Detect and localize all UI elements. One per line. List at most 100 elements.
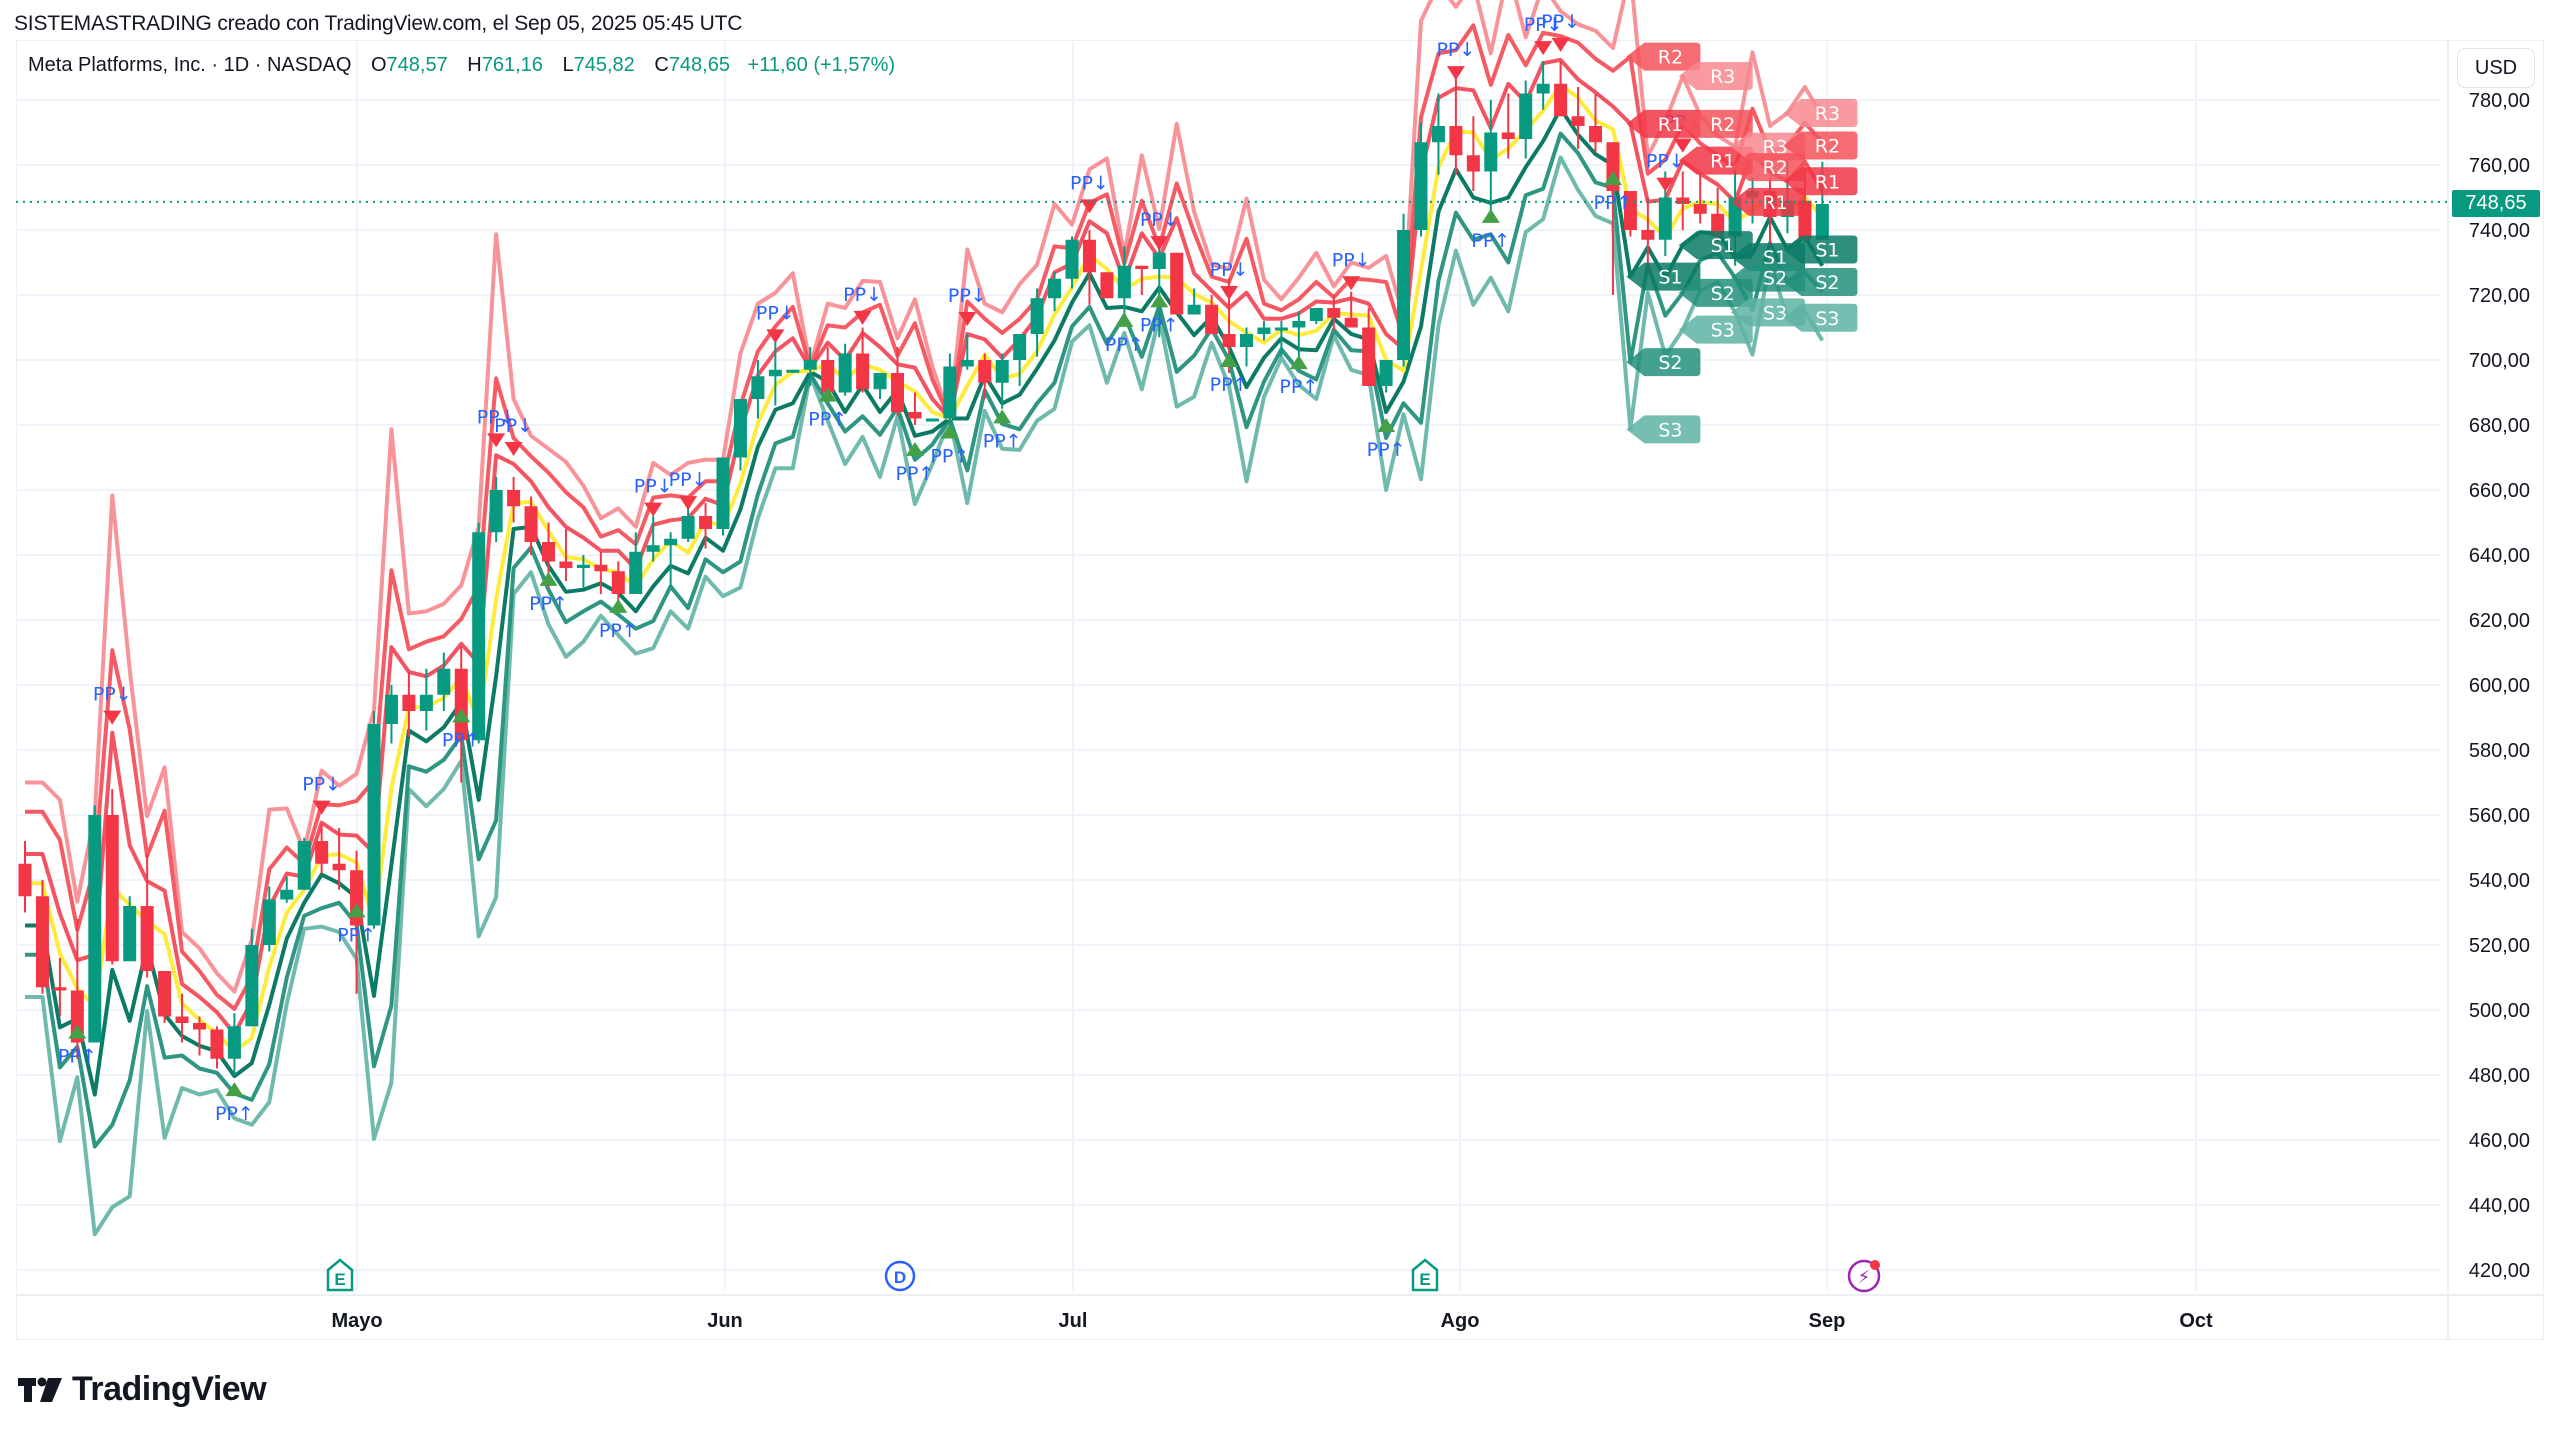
candle[interactable] [908, 412, 922, 419]
candle[interactable] [681, 516, 695, 539]
candle[interactable] [1187, 304, 1201, 315]
symbol-title[interactable]: Meta Platforms, Inc. · 1D · NASDAQ [28, 54, 352, 76]
candle[interactable] [1257, 327, 1271, 335]
candle[interactable] [1693, 204, 1707, 214]
candle[interactable] [1589, 126, 1602, 143]
candle[interactable] [873, 373, 887, 390]
candle[interactable] [559, 561, 573, 569]
currency-button[interactable]: USD [2457, 48, 2535, 88]
candle[interactable] [716, 457, 730, 530]
candle[interactable] [1571, 116, 1585, 126]
candle[interactable] [1100, 272, 1114, 299]
candle[interactable] [1676, 197, 1690, 205]
candle[interactable] [1135, 265, 1149, 269]
candle[interactable] [611, 571, 625, 594]
candle[interactable] [1082, 239, 1096, 273]
candle[interactable] [1013, 334, 1027, 360]
candle[interactable] [664, 538, 678, 546]
candle[interactable] [454, 668, 468, 741]
candle[interactable] [140, 906, 154, 971]
candle[interactable] [1431, 126, 1445, 143]
candle[interactable] [768, 369, 782, 377]
candle[interactable] [437, 668, 451, 695]
candle[interactable] [629, 551, 643, 594]
candle[interactable] [280, 889, 294, 900]
candle[interactable] [1362, 327, 1376, 387]
candle[interactable] [786, 369, 800, 373]
candle[interactable] [472, 532, 486, 741]
candle[interactable] [1501, 132, 1515, 140]
candle[interactable] [1536, 83, 1550, 94]
candle[interactable] [1449, 126, 1463, 156]
candle[interactable] [210, 1029, 224, 1059]
candle[interactable] [1309, 308, 1323, 321]
candle[interactable] [594, 564, 608, 572]
candle[interactable] [1641, 230, 1655, 240]
candle[interactable] [943, 366, 957, 419]
candle[interactable] [1170, 252, 1184, 315]
candle[interactable] [995, 360, 1009, 383]
candle[interactable] [1815, 204, 1829, 240]
candle[interactable] [419, 694, 433, 711]
candle[interactable] [576, 564, 590, 568]
candle[interactable] [1484, 132, 1498, 172]
candle[interactable] [1397, 230, 1411, 360]
candle[interactable] [960, 360, 974, 367]
candle[interactable] [1466, 155, 1480, 172]
candle[interactable] [838, 353, 852, 393]
earnings-icon[interactable] [326, 1258, 354, 1292]
candle[interactable] [297, 841, 311, 890]
candle[interactable] [193, 1023, 206, 1030]
candle[interactable] [1240, 334, 1253, 347]
candle[interactable] [245, 945, 259, 1027]
candle[interactable] [227, 1026, 241, 1059]
candle[interactable] [1117, 265, 1131, 299]
candle[interactable] [1344, 317, 1358, 328]
candle[interactable] [1205, 304, 1219, 334]
candle[interactable] [1658, 197, 1672, 240]
candle[interactable] [1274, 327, 1288, 331]
candle[interactable] [18, 863, 32, 897]
candle[interactable] [123, 906, 137, 962]
candle[interactable] [1554, 83, 1568, 117]
candle[interactable] [856, 353, 870, 390]
candle[interactable] [402, 694, 416, 711]
candle[interactable] [803, 360, 817, 370]
candle[interactable] [733, 399, 747, 458]
candle[interactable] [105, 815, 119, 962]
candle[interactable] [70, 990, 84, 1043]
candle[interactable] [1222, 334, 1236, 347]
candle[interactable] [489, 490, 503, 533]
candle[interactable] [53, 987, 67, 991]
candle[interactable] [1048, 278, 1062, 299]
candle[interactable] [35, 896, 49, 988]
candle[interactable] [821, 360, 835, 393]
candle[interactable] [978, 360, 992, 383]
candle[interactable] [542, 542, 555, 562]
candle[interactable] [891, 373, 904, 412]
candle[interactable] [1065, 239, 1079, 279]
candle[interactable] [699, 516, 713, 529]
candle[interactable] [367, 724, 381, 926]
candle[interactable] [1152, 252, 1166, 269]
candle[interactable] [332, 863, 346, 871]
candle[interactable] [1292, 321, 1306, 328]
candle[interactable] [315, 841, 329, 864]
candle[interactable] [1711, 213, 1725, 237]
candle[interactable] [1519, 93, 1533, 140]
candle[interactable] [384, 694, 398, 724]
candle[interactable] [1030, 298, 1044, 334]
candle[interactable] [524, 506, 538, 542]
tradingview-logo[interactable]: TradingView [18, 1370, 267, 1409]
candle[interactable] [646, 545, 660, 552]
candle[interactable] [1414, 142, 1428, 230]
dividend-icon[interactable] [884, 1260, 916, 1292]
earnings-icon[interactable] [1411, 1258, 1439, 1292]
candle[interactable] [88, 815, 102, 1043]
candle[interactable] [1327, 308, 1341, 318]
candle[interactable] [751, 376, 765, 399]
chart-frame[interactable] [16, 40, 2544, 1340]
candle[interactable] [925, 418, 939, 422]
candle[interactable] [175, 1016, 189, 1024]
